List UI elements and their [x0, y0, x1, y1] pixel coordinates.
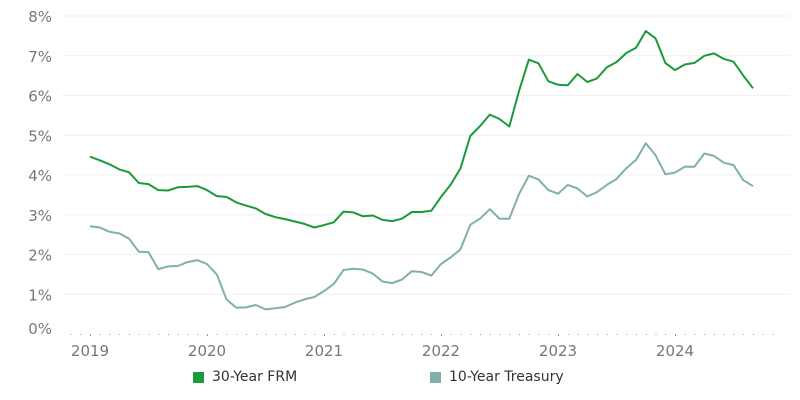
x-axis-dot — [636, 334, 637, 335]
legend: 30-Year FRM 10-Year Treasury — [0, 369, 800, 389]
x-axis-dot — [538, 334, 540, 335]
x-tick-label: 2020 — [188, 342, 226, 360]
x-axis-dot — [519, 334, 520, 335]
x-axis-dot — [236, 334, 238, 335]
x-axis-dot — [343, 334, 345, 335]
x-tick-label: 2021 — [305, 342, 343, 360]
x-axis-dot — [645, 334, 647, 335]
x-axis-dot — [158, 334, 160, 335]
x-axis-dot — [509, 334, 511, 335]
x-axis-dot — [694, 334, 696, 335]
legend-swatch-treasury — [430, 371, 441, 383]
x-axis-dot — [187, 334, 189, 335]
x-axis-dot — [441, 334, 442, 336]
x-axis-dot — [382, 334, 384, 335]
x-axis-dot — [70, 334, 72, 335]
x-axis-dot — [363, 334, 364, 335]
x-axis-dot — [606, 334, 608, 335]
y-tick-label: 6% — [28, 88, 52, 106]
x-axis-dot — [616, 334, 618, 335]
x-axis-dot — [626, 334, 628, 335]
x-axis-dot — [265, 334, 267, 335]
x-axis-dot — [168, 334, 169, 335]
x-axis-dot — [411, 334, 413, 335]
x-axis-dot — [431, 334, 433, 335]
x-axis-dot — [99, 334, 101, 335]
y-tick-label: 4% — [28, 167, 52, 185]
y-tick-label: 8% — [28, 8, 52, 26]
x-axis-dot — [138, 334, 140, 335]
x-axis-dot — [216, 334, 218, 335]
x-axis-dot — [177, 334, 179, 335]
x-tick-label: 2024 — [656, 342, 694, 360]
x-axis-dot — [704, 334, 706, 335]
x-axis-dot — [450, 334, 452, 335]
y-tick-label: 5% — [28, 127, 52, 145]
x-axis-dot — [489, 334, 491, 335]
legend-item-frm[interactable]: 30-Year FRM — [193, 369, 297, 385]
x-axis-dot — [762, 334, 764, 335]
x-axis-dot — [714, 334, 715, 335]
x-axis-dot — [255, 334, 257, 335]
x-axis-dot — [275, 334, 277, 335]
x-tick-label: 2023 — [539, 342, 577, 360]
y-tick-label: 3% — [28, 207, 52, 225]
x-axis-dot — [90, 334, 91, 336]
y-tick-label: 2% — [28, 247, 52, 265]
x-axis-dot — [392, 334, 394, 335]
x-axis-dot — [333, 334, 335, 335]
x-axis-dot — [246, 334, 247, 335]
legend-item-treasury[interactable]: 10-Year Treasury — [430, 369, 564, 385]
x-tick-label: 2022 — [422, 342, 460, 360]
x-axis-dot — [119, 334, 121, 335]
x-axis-dot — [684, 334, 686, 335]
x-axis-dot — [548, 334, 550, 335]
y-tick-label: 7% — [28, 48, 52, 66]
x-axis-dot — [723, 334, 725, 335]
x-axis-dot — [675, 334, 676, 336]
x-tick-label: 2019 — [71, 342, 109, 360]
y-tick-label: 1% — [28, 286, 52, 304]
x-axis-dot — [772, 334, 774, 335]
x-axis-dot — [460, 334, 462, 335]
x-axis-dot — [528, 334, 530, 335]
x-axis-dot — [499, 334, 501, 335]
x-axis-dot — [324, 334, 325, 336]
x-axis-dot — [733, 334, 735, 335]
x-axis-dot — [665, 334, 667, 335]
x-axis-dot — [304, 334, 306, 335]
x-axis-dot — [402, 334, 403, 335]
x-axis-dot — [80, 334, 82, 335]
x-axis-dot — [109, 334, 111, 335]
x-axis-dot — [753, 334, 754, 335]
x-axis-dot — [558, 334, 559, 336]
x-axis-dot — [226, 334, 228, 335]
line-chart: 0% 1% 2% 3% 4% 5% 6% 7% 8% 2019 2020 2021 2022 2023 20… — [28, 8, 790, 360]
x-axis-dot — [372, 334, 374, 335]
x-axis-dot — [577, 334, 579, 335]
x-axis-dot — [285, 334, 286, 335]
legend-label-frm: 30-Year FRM — [212, 369, 298, 385]
x-axis-dot — [567, 334, 569, 335]
y-tick-label: 0% — [28, 320, 52, 338]
x-axis-dot — [207, 334, 208, 336]
x-axis-dot — [470, 334, 472, 335]
x-axis-dot — [655, 334, 657, 335]
x-axis-dot — [129, 334, 130, 335]
x-axis-dot — [743, 334, 745, 335]
legend-label-treasury: 10-Year Treasury — [449, 369, 564, 385]
x-axis-dot — [597, 334, 598, 335]
x-axis-dot — [587, 334, 589, 335]
x-axis-dot — [294, 334, 296, 335]
series-line-treasury — [89, 142, 754, 311]
x-axis-dot — [480, 334, 481, 335]
x-axis-dot — [197, 334, 199, 335]
x-axis-dot — [148, 334, 150, 335]
legend-swatch-frm — [193, 371, 204, 383]
x-axis-dot — [353, 334, 355, 335]
series-line-frm — [89, 30, 754, 229]
x-axis-dot — [421, 334, 423, 335]
x-axis-dot — [314, 334, 316, 335]
